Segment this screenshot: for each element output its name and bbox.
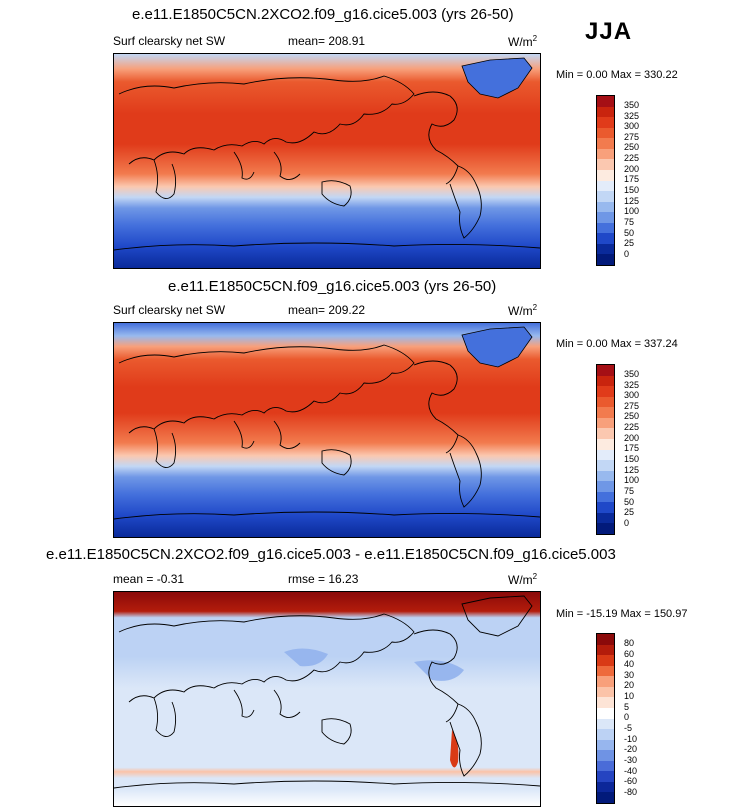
cb-label: 225 — [624, 422, 640, 432]
panel2-map-svg — [114, 323, 540, 537]
cb-label: 10 — [624, 691, 635, 701]
cb-label: -30 — [624, 755, 638, 765]
cb-label: -40 — [624, 766, 638, 776]
cb-label: 5 — [624, 702, 630, 712]
panel3-units: W/m2 — [508, 572, 538, 587]
panel2-coastlines — [114, 344, 540, 520]
cb-label: 150 — [624, 185, 640, 195]
cb-label: 300 — [624, 121, 640, 131]
cb-label: 325 — [624, 111, 640, 121]
cb-label: 350 — [624, 100, 640, 110]
cb-label: -20 — [624, 744, 638, 754]
panel2-variable: Surf clearsky net SW — [113, 303, 226, 317]
panel1-colorbar-labels: 350 325 300 275 250 225 200 175 150 125 … — [624, 95, 654, 266]
panel1-units: W/m2 — [508, 34, 538, 49]
cb-label: 0 — [624, 249, 630, 259]
panel3-coastlines — [114, 595, 540, 789]
cb-label: 150 — [624, 454, 640, 464]
cb-label: 25 — [624, 507, 635, 517]
panel1-title: e.e11.E1850C5CN.2XCO2.f09_g16.cice5.003 … — [132, 6, 514, 23]
cb-label: 175 — [624, 174, 640, 184]
season-label: JJA — [585, 18, 633, 45]
cb-label: 100 — [624, 206, 640, 216]
cb-label: 250 — [624, 142, 640, 152]
cb-label: 175 — [624, 443, 640, 453]
cb-label: 50 — [624, 228, 635, 238]
cb-label: 25 — [624, 238, 635, 248]
cb-label: -80 — [624, 787, 638, 797]
cb-label: 20 — [624, 680, 635, 690]
panel1-variable: Surf clearsky net SW — [113, 34, 226, 48]
panel3-mean: mean = -0.31 — [113, 572, 185, 586]
cb-label: 100 — [624, 475, 640, 485]
panel3-minmax: Min = -15.19 Max = 150.97 — [556, 608, 688, 620]
panel3-map-svg — [114, 592, 540, 806]
cb-label: 125 — [624, 196, 640, 206]
cb-label: -5 — [624, 723, 633, 733]
cb-label: 325 — [624, 380, 640, 390]
panel3-colorbar-labels: 80 60 40 30 20 10 5 0 -5 -10 -20 -30 -40… — [624, 633, 654, 804]
cb-label: 0 — [624, 712, 630, 722]
panel3-map — [113, 591, 541, 807]
cb-label: 0 — [624, 518, 630, 528]
cb-label: 40 — [624, 659, 635, 669]
panel2-title: e.e11.E1850C5CN.f09_g16.cice5.003 (yrs 2… — [168, 278, 497, 295]
cb-label: 50 — [624, 497, 635, 507]
panel2-mean: mean= 209.22 — [288, 303, 366, 317]
cb-label: 225 — [624, 153, 640, 163]
panel1-coastlines — [114, 75, 540, 251]
panel3-colorbar — [596, 633, 615, 804]
panel3-title: e.e11.E1850C5CN.2XCO2.f09_g16.cice5.003 … — [46, 546, 616, 563]
panel2-minmax: Min = 0.00 Max = 337.24 — [556, 338, 678, 350]
panel2-colorbar-labels: 350 325 300 275 250 225 200 175 150 125 … — [624, 364, 654, 535]
panel1-map-svg — [114, 54, 540, 268]
cb-label: 80 — [624, 638, 635, 648]
cb-label: -60 — [624, 776, 638, 786]
cb-label: 75 — [624, 217, 635, 227]
cb-label: 250 — [624, 411, 640, 421]
panel1-mean: mean= 208.91 — [288, 34, 366, 48]
cb-label: 275 — [624, 132, 640, 142]
cb-label: -10 — [624, 734, 638, 744]
panel1-map — [113, 53, 541, 269]
cb-label: 60 — [624, 649, 635, 659]
panel2-units: W/m2 — [508, 303, 538, 318]
cb-label: 300 — [624, 390, 640, 400]
cb-label: 75 — [624, 486, 635, 496]
cb-label: 275 — [624, 401, 640, 411]
cb-label: 200 — [624, 433, 640, 443]
panel2-colorbar — [596, 364, 615, 535]
panel1-minmax: Min = 0.00 Max = 330.22 — [556, 69, 678, 81]
cb-label: 30 — [624, 670, 635, 680]
cb-label: 350 — [624, 369, 640, 379]
panel1-colorbar — [596, 95, 615, 266]
panel3-rmse: rmse = 16.23 — [288, 572, 359, 586]
cb-label: 125 — [624, 465, 640, 475]
cb-label: 200 — [624, 164, 640, 174]
panel2-map — [113, 322, 541, 538]
